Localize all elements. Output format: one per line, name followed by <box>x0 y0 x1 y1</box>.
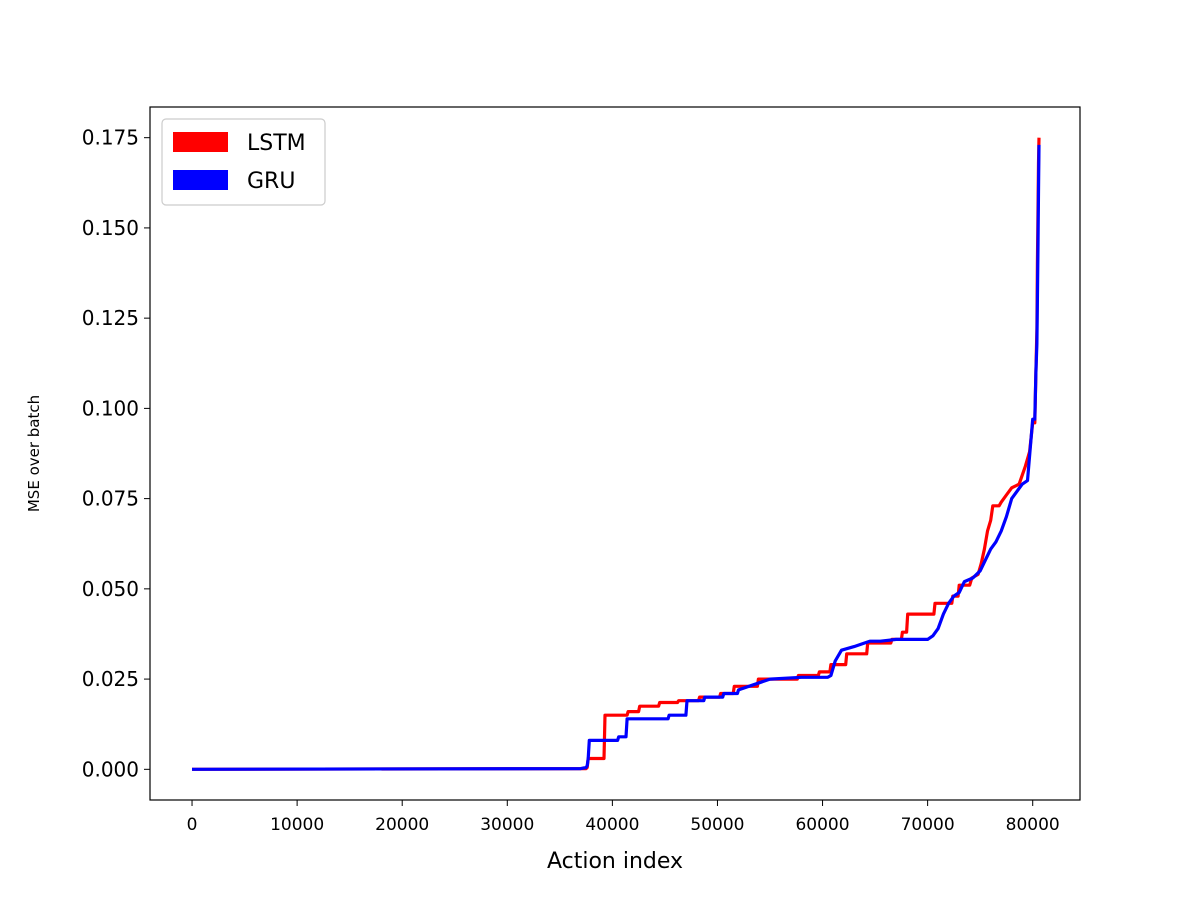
legend-label-lstm: LSTM <box>247 131 306 156</box>
y-tick-label: 0.150 <box>82 216 139 240</box>
legend-label-gru: GRU <box>247 169 295 194</box>
y-tick-label: 0.050 <box>82 577 139 601</box>
x-tick-label: 10000 <box>270 815 324 835</box>
x-tick-label: 0 <box>187 815 198 835</box>
legend-swatch-lstm <box>173 132 228 152</box>
x-tick-label: 80000 <box>1006 815 1060 835</box>
x-axis-ticks: 0 10000 20000 30000 40000 50000 60000 70000 8000… <box>187 800 1060 835</box>
y-tick-label: 0.175 <box>82 126 139 150</box>
x-tick-label: 30000 <box>480 815 534 835</box>
y-tick-label: 0.100 <box>82 396 139 420</box>
x-tick-label: 60000 <box>795 815 849 835</box>
series-layer <box>191 137 1041 771</box>
series-line-gru <box>191 144 1041 771</box>
series-line-lstm <box>191 137 1041 771</box>
y-axis-label: MSE over batch <box>25 395 43 512</box>
legend-swatch-gru <box>173 170 228 190</box>
y-tick-label: 0.075 <box>82 487 139 511</box>
x-axis-label: Action index <box>547 849 683 874</box>
x-tick-label: 20000 <box>375 815 429 835</box>
x-tick-label: 70000 <box>901 815 955 835</box>
y-axis-ticks: 0.000 0.025 0.050 0.075 0.100 0.125 0.150 0.175 <box>82 126 150 781</box>
y-tick-label: 0.125 <box>82 306 139 330</box>
x-tick-label: 50000 <box>690 815 744 835</box>
y-tick-label: 0.025 <box>82 667 139 691</box>
plot-frame <box>149 106 1081 801</box>
legend: LSTM GRU <box>161 118 326 206</box>
x-tick-label: 40000 <box>585 815 639 835</box>
y-tick-label: 0.000 <box>82 757 139 781</box>
